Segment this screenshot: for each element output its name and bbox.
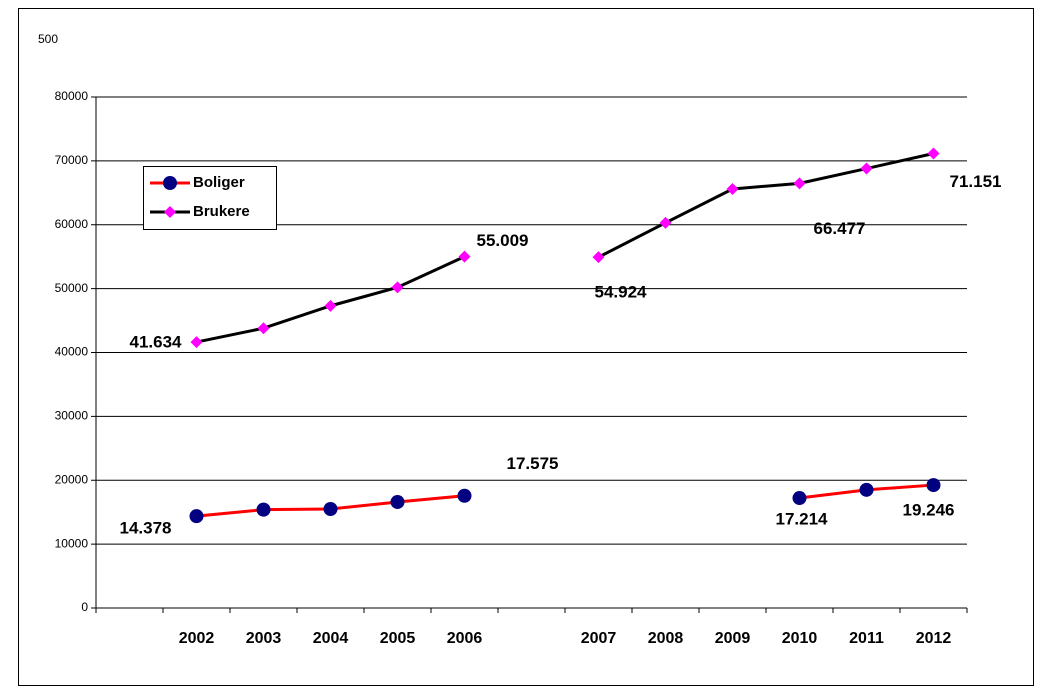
data-point <box>458 250 471 263</box>
data-label: 17.575 <box>507 454 559 473</box>
annotation: 500 <box>38 32 58 46</box>
y-tick-label: 70000 <box>55 153 89 167</box>
x-tick-label: 2004 <box>313 630 349 647</box>
data-label: 14.378 <box>120 519 172 538</box>
legend-label: Boliger <box>193 174 245 191</box>
data-point <box>324 299 337 312</box>
data-point <box>190 336 203 349</box>
data-point <box>926 478 941 493</box>
x-tick-label: 2005 <box>380 630 416 647</box>
legend-label: Brukere <box>193 203 250 220</box>
x-tick-label: 2009 <box>715 630 751 647</box>
data-point <box>189 509 204 524</box>
data-point <box>927 147 940 160</box>
data-label: 54.924 <box>595 283 648 302</box>
x-tick-label: 2010 <box>782 630 818 647</box>
data-label: 19.246 <box>903 501 955 520</box>
x-tick-label: 2006 <box>447 630 483 647</box>
data-point <box>592 251 605 264</box>
data-point <box>659 216 672 229</box>
x-tick-label: 2002 <box>179 630 215 647</box>
y-tick-label: 30000 <box>55 409 89 423</box>
data-point <box>793 177 806 190</box>
data-label: 41.634 <box>130 333 183 352</box>
x-tick-label: 2011 <box>849 630 884 647</box>
y-tick-label: 80000 <box>55 89 89 103</box>
x-tick-label: 2003 <box>246 630 282 647</box>
x-tick-label: 2007 <box>581 630 617 647</box>
data-point <box>323 501 338 516</box>
legend-marker <box>164 206 176 218</box>
y-tick-label: 10000 <box>55 536 89 550</box>
data-point <box>390 494 405 509</box>
data-point <box>860 162 873 175</box>
y-tick-label: 40000 <box>55 345 89 359</box>
data-point <box>391 281 404 294</box>
x-tick-label: 2012 <box>916 630 952 647</box>
frame <box>18 8 1034 686</box>
x-tick-label: 2008 <box>648 630 684 647</box>
data-label: 71.151 <box>950 172 1002 191</box>
legend-box <box>143 166 277 230</box>
y-tick-label: 60000 <box>55 217 89 231</box>
data-point <box>256 502 271 517</box>
y-tick-label: 20000 <box>55 472 89 486</box>
y-tick-label: 50000 <box>55 281 89 295</box>
legend-marker <box>163 176 177 190</box>
data-label: 55.009 <box>477 231 529 250</box>
data-point <box>457 488 472 503</box>
data-point <box>859 482 874 497</box>
data-point <box>792 491 807 506</box>
data-label: 66.477 <box>814 219 866 238</box>
data-point <box>726 182 739 195</box>
data-label: 17.214 <box>776 510 829 529</box>
data-point <box>257 322 270 335</box>
y-tick-label: 0 <box>81 600 88 614</box>
